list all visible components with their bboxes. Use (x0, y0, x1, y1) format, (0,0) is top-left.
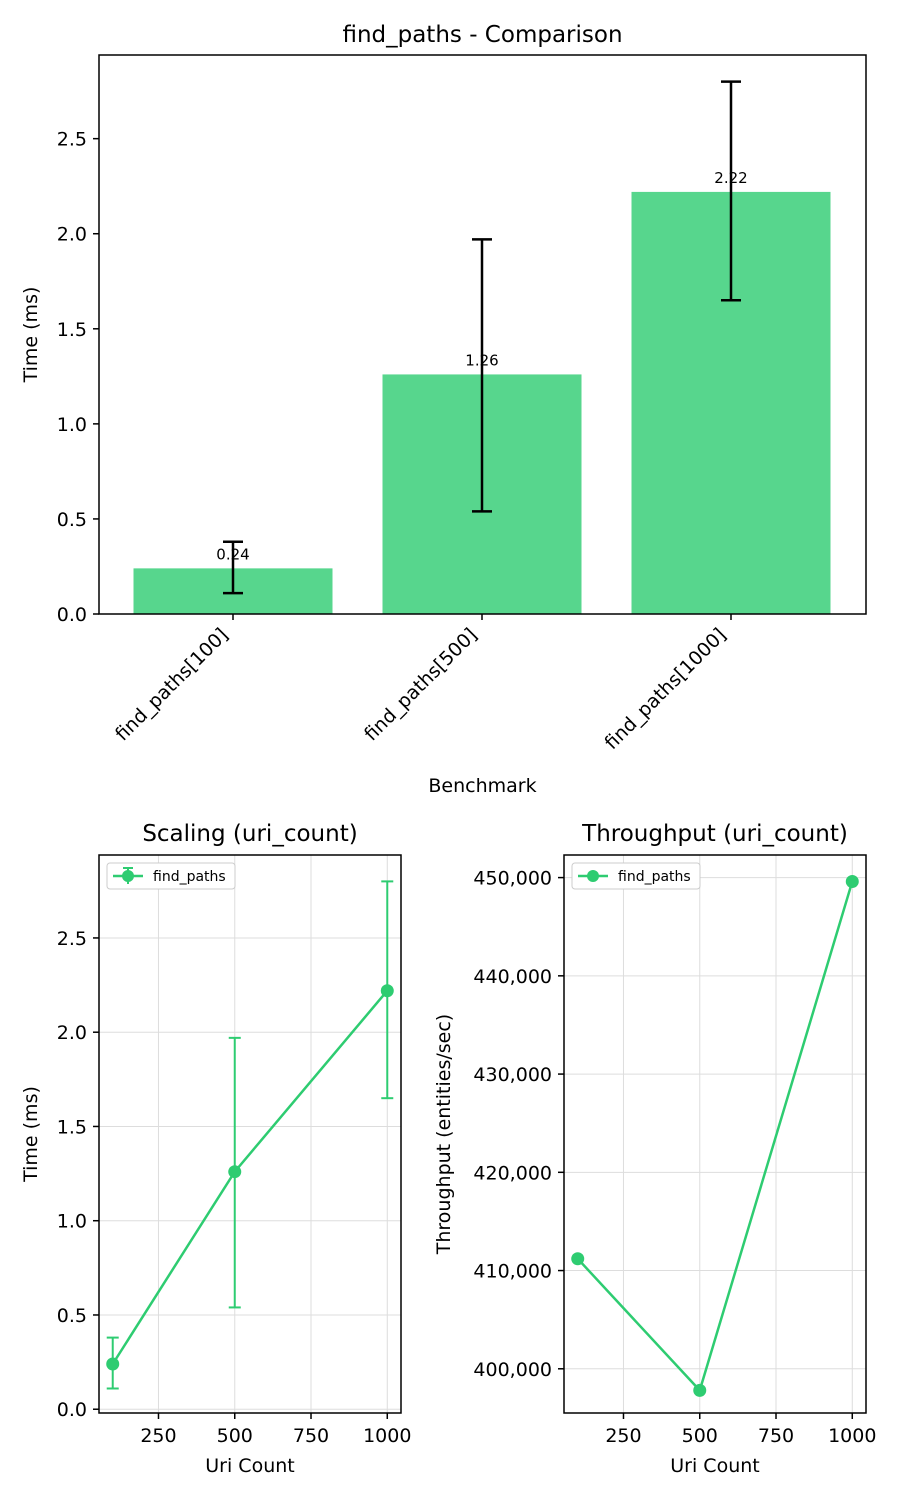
legend-label: find_paths (153, 869, 226, 885)
x-tick-label: 750 (758, 1425, 794, 1447)
y-tick-label: 450,000 (473, 868, 552, 890)
data-point (693, 1383, 707, 1397)
throughput-chart: 250 500 750 1000 400,000 410,000 420,000 430,00… (433, 821, 876, 1477)
bar-value-label: 2.22 (714, 169, 747, 187)
bar-value-label: 1.26 (465, 351, 498, 369)
y-tick-label: 1.5 (57, 319, 87, 341)
x-tick-label: 500 (682, 1425, 718, 1447)
y-tick-label: 400,000 (473, 1359, 552, 1381)
x-tick-label: find_paths[500] (360, 624, 481, 745)
legend-marker (587, 870, 599, 882)
y-tick-label: 2.5 (57, 928, 87, 950)
y-tick-label: 0.5 (57, 509, 87, 531)
chart-title: Throughput (uri_count) (581, 821, 848, 847)
series-line (576, 881, 854, 1393)
y-axis-label: Throughput (entities/sec) (433, 1014, 455, 1255)
chart-title: find_paths - Comparison (342, 22, 622, 48)
legend-marker (122, 870, 134, 882)
y-tick-label: 430,000 (473, 1064, 552, 1086)
data-point (571, 1252, 585, 1266)
legend-label: find_paths (618, 869, 691, 885)
chart-title: Scaling (uri_count) (142, 821, 357, 847)
x-axis-label: Benchmark (428, 775, 536, 797)
x-axis-label: Uri Count (670, 1455, 759, 1477)
legend-box (571, 862, 701, 890)
y-tick-label: 0.0 (57, 1399, 87, 1421)
legend: find_paths (106, 862, 236, 890)
legend-box (106, 862, 236, 890)
x-tick-label: 1000 (828, 1425, 876, 1447)
data-point (380, 984, 394, 998)
x-tick-label: find_paths[100] (111, 624, 232, 745)
legend: find_paths (571, 862, 701, 890)
y-tick-label: 1.5 (57, 1116, 87, 1138)
y-tick-label: 2.0 (57, 1022, 87, 1044)
bar-value-label: 0.24 (216, 545, 249, 563)
x-tick-label: 250 (605, 1425, 641, 1447)
x-tick-label: 1000 (363, 1425, 411, 1447)
y-tick-label: 1.0 (57, 1211, 87, 1233)
y-tick-label: 2.5 (57, 129, 87, 151)
y-tick-label: 1.0 (57, 414, 87, 436)
x-tick-label: 750 (293, 1425, 329, 1447)
x-tick-label: 500 (217, 1425, 253, 1447)
y-tick-label: 410,000 (473, 1261, 552, 1283)
y-tick-label: 0.5 (57, 1305, 87, 1327)
y-tick-label: 2.0 (57, 224, 87, 246)
y-tick-label: 0.0 (57, 604, 87, 626)
plot-frame (98, 854, 402, 1414)
y-axis-label: Time (ms) (20, 287, 42, 384)
data-point (845, 875, 859, 889)
y-tick-label: 440,000 (473, 966, 552, 988)
y-axis-label: Time (ms) (20, 1086, 42, 1183)
data-point (106, 1357, 120, 1371)
x-axis-label: Uri Count (205, 1455, 294, 1477)
y-tick-label: 420,000 (473, 1162, 552, 1184)
scaling-chart: 250 500 750 1000 0.0 0.5 1.0 1.5 2.0 2.5 find_path… (20, 821, 411, 1477)
bar-chart: 0.24 1.26 2.22 0.0 0.5 1.0 1.5 2.0 2.5 find_paths… (20, 22, 867, 797)
x-tick-label: 250 (140, 1425, 176, 1447)
plot-frame (563, 854, 867, 1414)
x-tick-label: find_paths[1000] (601, 624, 731, 754)
data-point (228, 1165, 242, 1179)
series-line (111, 989, 389, 1365)
